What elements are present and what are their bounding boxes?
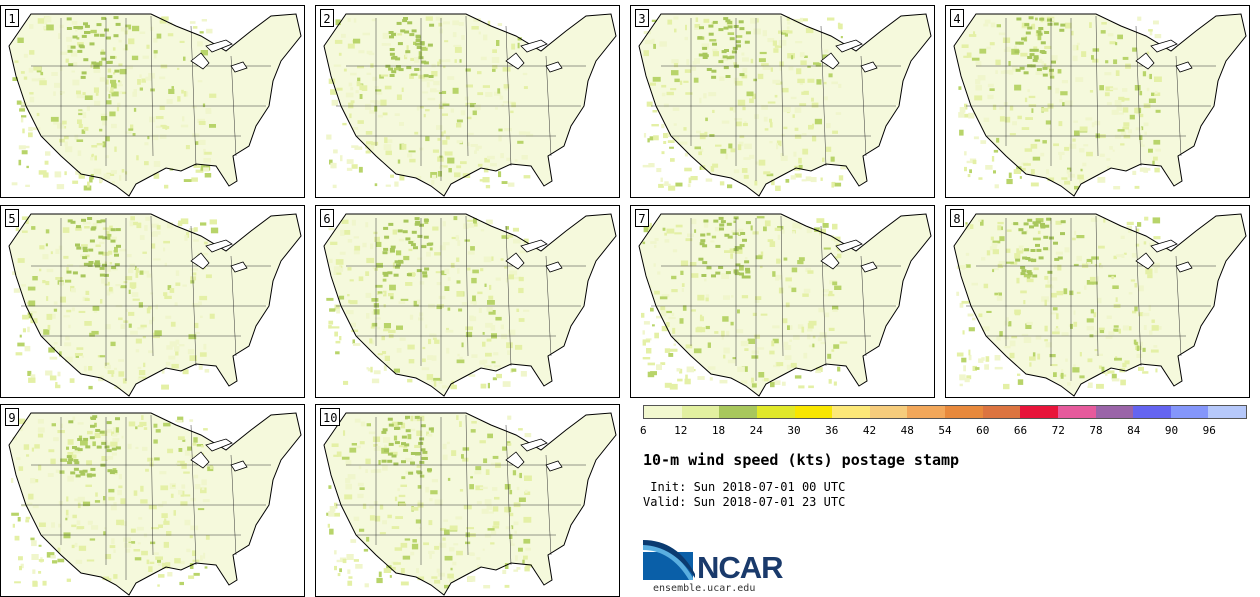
colorbar-segment bbox=[719, 406, 757, 418]
postage-stamp-panel: 2 bbox=[315, 5, 620, 198]
colorbar-tick-label: 60 bbox=[976, 424, 990, 437]
colorbar-segment bbox=[1020, 406, 1058, 418]
colorbar-ticks: 6 12 18 24 30 36 42 48 54 60 66 72 78 84 90 96 bbox=[640, 424, 1247, 438]
member-number-label: 5 bbox=[5, 209, 19, 227]
colorbar-tick-label: 78 bbox=[1089, 424, 1103, 437]
colorbar-tick-label: 48 bbox=[900, 424, 914, 437]
postage-stamp-panel: 10 bbox=[315, 404, 620, 597]
colorbar-tick-label: 6 bbox=[640, 424, 647, 437]
valid-time: Valid: Sun 2018-07-01 23 UTC bbox=[643, 495, 846, 509]
colorbar-tick-label: 90 bbox=[1164, 424, 1179, 437]
colorbar-tick-label: 12 bbox=[674, 424, 688, 437]
postage-stamp-panel: 5 bbox=[0, 205, 305, 398]
colorbar-segment bbox=[1133, 406, 1171, 418]
colorbar-segment bbox=[982, 406, 1021, 418]
colorbar-tick-label: 84 bbox=[1127, 424, 1141, 437]
postage-stamp-panel: 9 bbox=[0, 404, 305, 597]
colorbar-tick-label: 72 bbox=[1051, 424, 1065, 437]
colorbar-segment bbox=[945, 406, 983, 418]
member-number-label: 8 bbox=[950, 209, 964, 227]
member-number-label: 7 bbox=[635, 209, 649, 227]
colorbar-tick-label: 30 bbox=[787, 424, 801, 437]
colorbar-segment bbox=[1095, 406, 1134, 418]
colorbar-segment bbox=[794, 406, 833, 418]
colorbar-segment bbox=[1170, 406, 1209, 418]
postage-stamp-panel: 3 bbox=[630, 5, 935, 198]
member-number-label: 2 bbox=[320, 9, 334, 27]
colorbar-tick-label: 66 bbox=[1013, 424, 1028, 437]
ncar-logo-icon bbox=[643, 540, 695, 580]
postage-stamp-panel: 8 bbox=[945, 205, 1250, 398]
postage-stamp-panel: 4 bbox=[945, 5, 1250, 198]
member-number-label: 6 bbox=[320, 209, 334, 227]
colorbar-segment bbox=[907, 406, 945, 418]
chart-title: 10-m wind speed (kts) postage stamp bbox=[643, 451, 960, 469]
ncar-logo-text: NCAR bbox=[697, 550, 784, 585]
colorbar-tick-label: 42 bbox=[862, 424, 877, 437]
colorbar-tick-label: 54 bbox=[938, 424, 952, 437]
colorbar-segment bbox=[756, 406, 795, 418]
colorbar-tick-label: 24 bbox=[749, 424, 763, 437]
postage-stamp-panel: 6 bbox=[315, 205, 620, 398]
init-time: Init: Sun 2018-07-01 00 UTC bbox=[643, 480, 846, 494]
colorbar-tick-label: 96 bbox=[1202, 424, 1216, 437]
postage-stamp-panel: 1 bbox=[0, 5, 305, 198]
colorbar bbox=[643, 405, 1247, 419]
colorbar-segment bbox=[869, 406, 908, 418]
colorbar-segment bbox=[1057, 406, 1096, 418]
colorbar-tick-label: 36 bbox=[825, 424, 839, 437]
member-number-label: 9 bbox=[5, 408, 19, 426]
colorbar-segment bbox=[1208, 406, 1246, 418]
member-number-label: 3 bbox=[635, 9, 649, 27]
member-number-label: 10 bbox=[320, 408, 341, 426]
colorbar-tick-label: 18 bbox=[711, 424, 726, 437]
colorbar-segment bbox=[681, 406, 720, 418]
colorbar-segment bbox=[644, 406, 682, 418]
member-number-label: 4 bbox=[950, 9, 964, 27]
postage-stamp-panel: 7 bbox=[630, 205, 935, 398]
colorbar-segment bbox=[832, 406, 870, 418]
member-number-label: 1 bbox=[5, 9, 19, 27]
ensemble-url: ensemble.ucar.edu bbox=[653, 583, 756, 594]
